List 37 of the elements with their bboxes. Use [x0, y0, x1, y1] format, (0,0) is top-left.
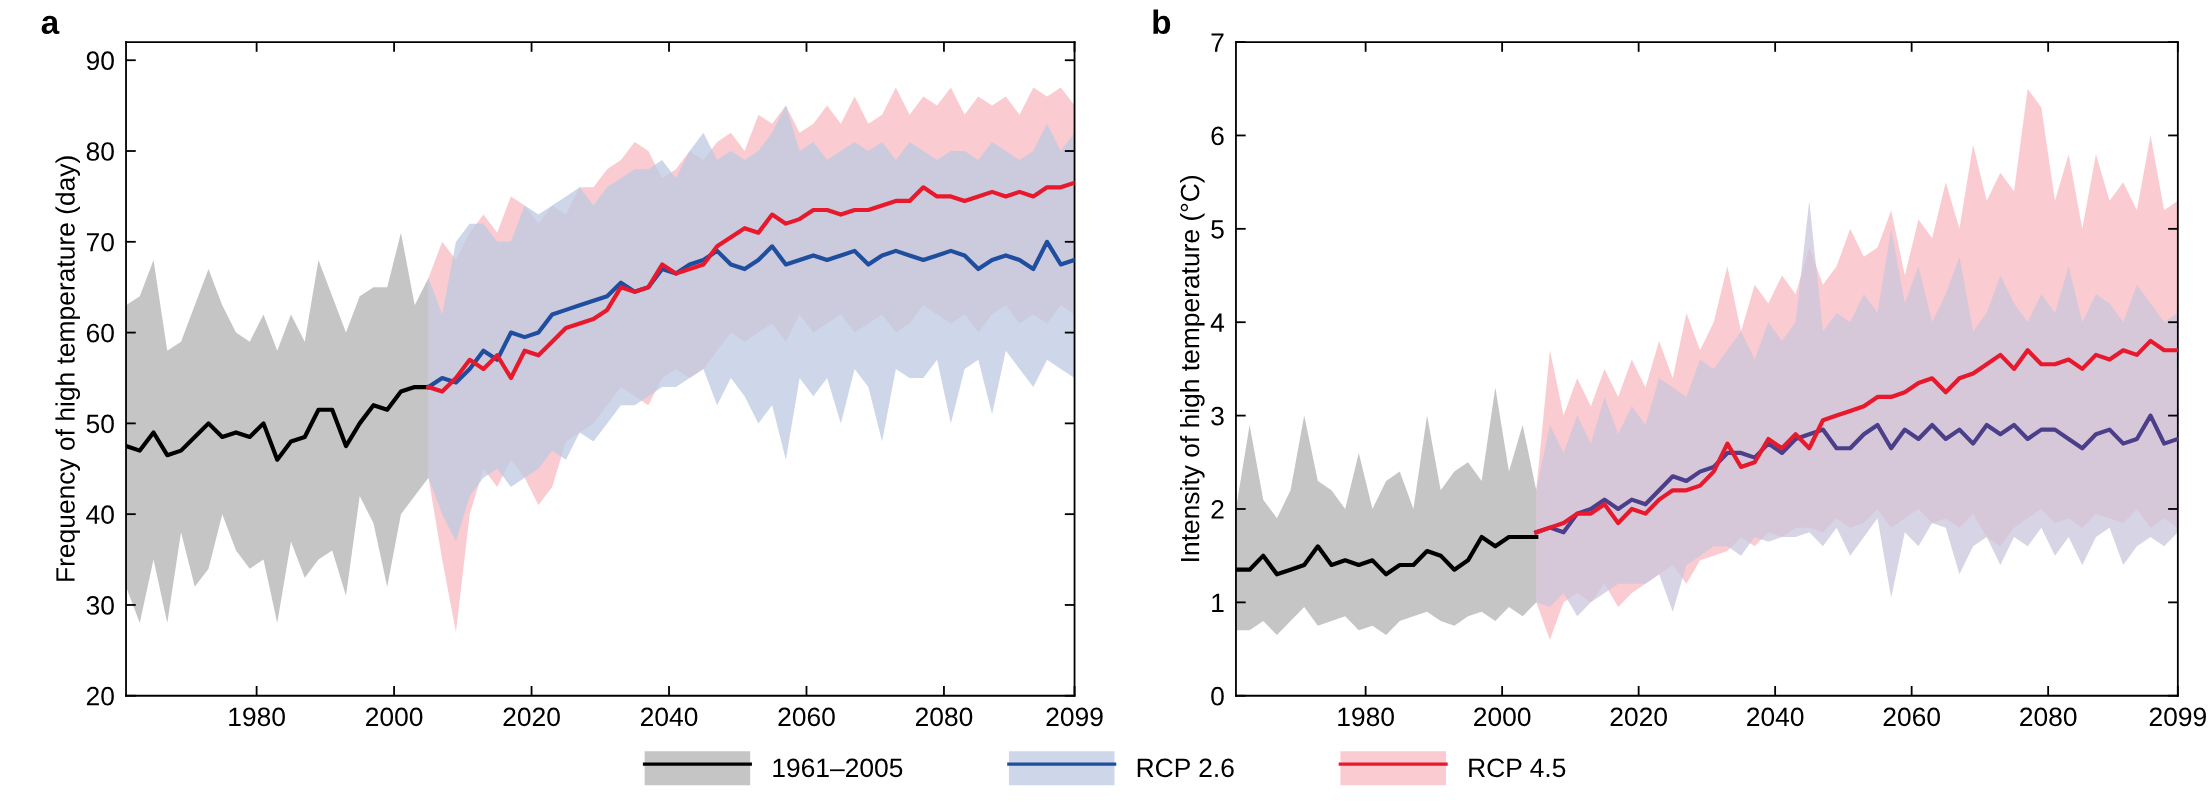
legend-label: RCP 2.6: [1137, 758, 1234, 778]
y-tick-label: 20: [86, 686, 114, 706]
x-tick-label: 2000: [366, 707, 423, 727]
x-tick-label: 2040: [1747, 707, 1804, 727]
y-tick-label: 60: [86, 323, 114, 343]
y-tick-label: 6: [1211, 126, 1224, 146]
y-tick-label: 40: [86, 505, 114, 524]
x-tick-label: 2080: [2020, 707, 2077, 727]
chart-title: a: [41, 15, 60, 35]
x-tick-label: 2060: [778, 707, 835, 727]
x-tick-label: 2020: [1610, 707, 1667, 727]
y-axis-title: Intensity of high temperature (°C): [1180, 176, 1205, 561]
x-tick-label: 2099: [2149, 707, 2206, 727]
x-tick-label: 1980: [1338, 707, 1394, 727]
x-tick-label: 1980: [229, 707, 285, 727]
y-tick-label: 5: [1211, 220, 1224, 239]
x-tick-label: 2020: [503, 707, 560, 727]
y-tick-label: 30: [86, 596, 114, 615]
y-tick-label: 4: [1210, 313, 1225, 332]
y-tick-label: 50: [86, 414, 114, 434]
y-tick-label: 7: [1211, 33, 1224, 52]
x-tick-label: 2000: [1474, 707, 1531, 727]
y-tick-label: 0: [1211, 686, 1224, 706]
y-tick-label: 2: [1211, 500, 1224, 519]
x-tick-label: 2099: [1046, 707, 1103, 727]
y-tick-label: 1: [1212, 593, 1224, 612]
y-tick-label: 3: [1211, 406, 1224, 426]
legend-label: 1961–2005: [773, 758, 903, 778]
x-tick-label: 2060: [1883, 707, 1940, 727]
y-tick-label: 90: [86, 51, 114, 71]
y-axis-title: Frequency of high temperature (day): [55, 156, 81, 581]
x-tick-label: 2040: [641, 707, 698, 727]
legend-label: RCP 4.5: [1469, 758, 1566, 778]
chart-title: b: [1153, 9, 1171, 35]
y-tick-label: 70: [86, 232, 114, 252]
x-tick-label: 2080: [915, 707, 973, 727]
y-tick-label: 80: [86, 142, 114, 161]
